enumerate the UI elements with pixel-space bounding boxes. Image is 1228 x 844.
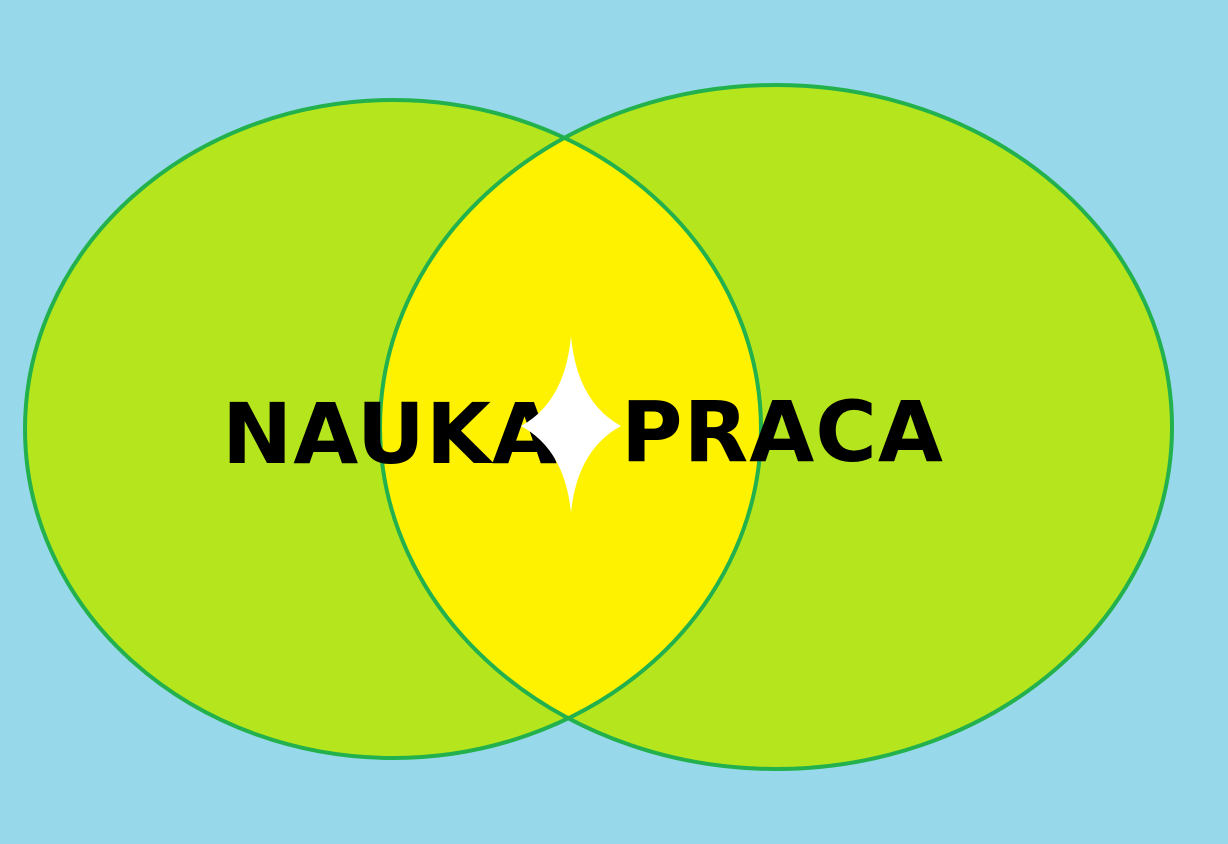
left-set-label: NAUKA bbox=[222, 385, 558, 483]
left-circle-outline bbox=[23, 98, 763, 760]
right-circle-outline bbox=[378, 83, 1174, 771]
right-set-label: PRACA bbox=[621, 383, 944, 481]
four-point-star-icon bbox=[521, 336, 621, 513]
intersection-region bbox=[380, 100, 761, 758]
